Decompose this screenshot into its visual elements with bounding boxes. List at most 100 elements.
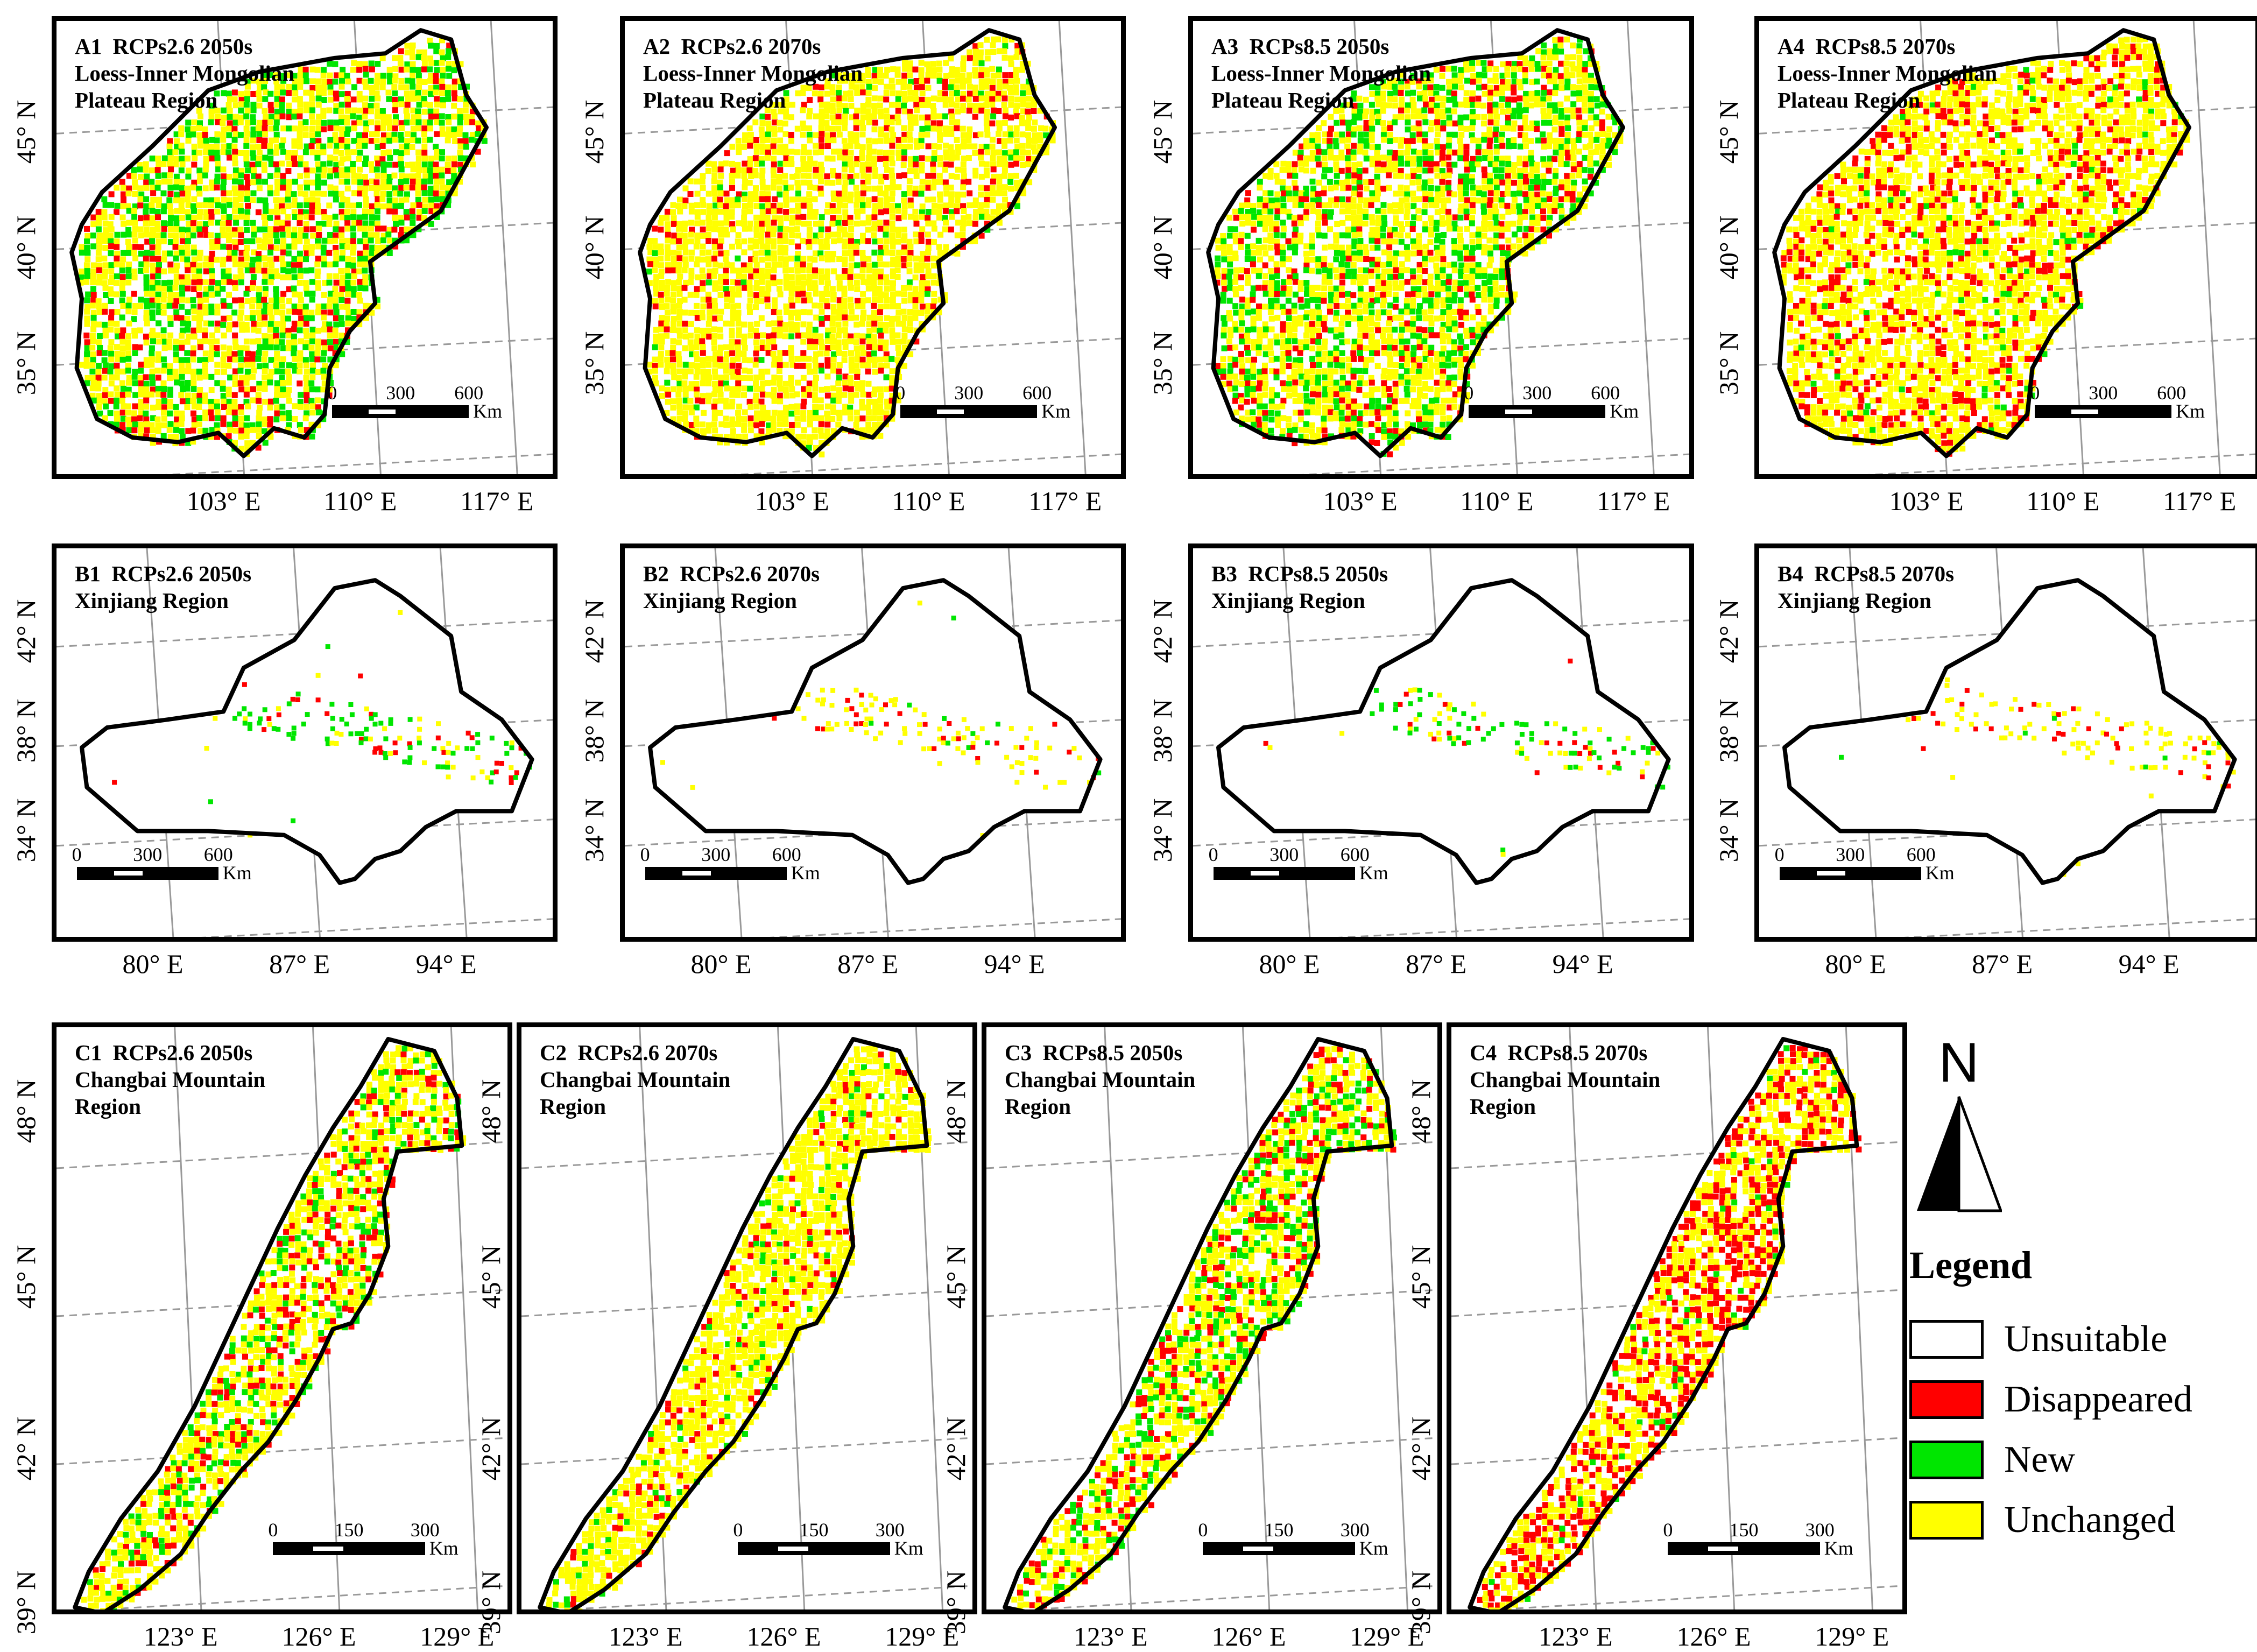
scale-bar: [1203, 1542, 1355, 1555]
scale-bar-unit: Km: [1925, 862, 1955, 884]
scale-tick-label: 0: [327, 382, 337, 404]
legend: Legend Unsuitable Disappeared New Unchan…: [1909, 1243, 2192, 1550]
north-arrow-dark-half-icon: [1917, 1097, 1959, 1211]
scale-bar: [1214, 867, 1355, 880]
longitude-label: 94° E: [1553, 948, 1613, 979]
graticule-line: [1759, 919, 2257, 942]
longitude-label: 87° E: [1972, 948, 2033, 979]
scale-tick-label: 0: [268, 1519, 278, 1541]
scale-bar: [1780, 867, 1921, 880]
graticule-line: [625, 454, 1126, 479]
latitude-label: 38° N: [1713, 698, 1744, 763]
latitude-label: 48° N: [940, 1079, 971, 1143]
scale-tick-label: 0: [1198, 1519, 1208, 1541]
graticule-line: [986, 1437, 1442, 1464]
legend-label: New: [2004, 1438, 2075, 1481]
longitude-label: 80° E: [1825, 948, 1886, 979]
longitude-label: 110° E: [892, 485, 965, 517]
latitude-label: 35° N: [1713, 331, 1744, 396]
scale-tick-label: 300: [1836, 843, 1865, 866]
north-arrow-light-half-icon: [1959, 1097, 2001, 1211]
latitude-label: 42° N: [10, 1417, 41, 1481]
longitude-label: 126° E: [746, 1621, 821, 1652]
latitude-label: 45° N: [10, 1245, 41, 1309]
scale-bar: [645, 867, 787, 880]
longitude-label: 129° E: [1815, 1621, 1889, 1652]
scale-tick-label: 300: [954, 382, 983, 404]
scale-tick-label: 0: [72, 843, 82, 866]
panel-title: C3 RCPs8.5 2050s Changbai Mountain Regio…: [1005, 1039, 1195, 1120]
latitude-label: 34° N: [1713, 798, 1744, 862]
scale-tick-label: 150: [800, 1519, 829, 1541]
scale-tick-label: 150: [1730, 1519, 1759, 1541]
latitude-label: 38° N: [10, 698, 41, 763]
longitude-label: 110° E: [2026, 485, 2099, 517]
scale-tick-label: 0: [733, 1519, 743, 1541]
longitude-label: 110° E: [323, 485, 397, 517]
longitude-label: 103° E: [1323, 485, 1398, 517]
latitude-label: 45° N: [475, 1245, 506, 1309]
legend-item-unsuitable: Unsuitable: [1909, 1309, 2192, 1369]
legend-item-unchanged: Unchanged: [1909, 1490, 2192, 1550]
scale-bar-unit: Km: [1041, 400, 1070, 422]
graticule-line: [625, 919, 1126, 942]
north-arrow: N: [1916, 1033, 2002, 1219]
longitude-label: 87° E: [269, 948, 330, 979]
scale-bar-unit: Km: [894, 1537, 923, 1559]
latitude-label: 40° N: [579, 216, 610, 280]
scale-bar-unit: Km: [473, 400, 502, 422]
scale-bar-unit: Km: [791, 862, 820, 884]
legend-swatch: [1909, 1501, 1984, 1540]
map-frame: A2 RCPs2.6 2070s Loess-Inner Mongolian P…: [620, 16, 1126, 479]
scale-bar: [900, 405, 1037, 418]
latitude-label: 35° N: [10, 331, 41, 396]
panel-title: A3 RCPs8.5 2050s Loess-Inner Mongolian P…: [1211, 33, 1431, 114]
latitude-label: 35° N: [579, 331, 610, 396]
latitude-label: 40° N: [1147, 216, 1178, 280]
scale-bar-unit: Km: [1359, 862, 1388, 884]
scale-bar: [273, 1542, 425, 1555]
graticule-line: [1759, 454, 2257, 479]
scale-bar: [1469, 405, 1605, 418]
latitude-label: 45° N: [579, 100, 610, 164]
legend-label: Unsuitable: [2004, 1318, 2167, 1361]
longitude-label: 103° E: [755, 485, 829, 517]
legend-item-new: New: [1909, 1430, 2192, 1490]
legend-label: Disappeared: [2004, 1378, 2192, 1421]
panel-title: B2 RCPs2.6 2070s Xinjiang Region: [643, 560, 820, 614]
latitude-label: 45° N: [1147, 100, 1178, 164]
longitude-label: 94° E: [2119, 948, 2180, 979]
latitude-label: 42° N: [10, 599, 41, 663]
scale-bar: [332, 405, 469, 418]
map-frame: C1 RCPs2.6 2050s Changbai Mountain Regio…: [52, 1022, 512, 1614]
longitude-label: 80° E: [690, 948, 751, 979]
scale-tick-label: 300: [2089, 382, 2118, 404]
latitude-label: 45° N: [940, 1245, 971, 1309]
legend-item-disappeared: Disappeared: [1909, 1369, 2192, 1430]
scale-tick-label: 0: [1209, 843, 1218, 866]
scale-tick-label: 0: [895, 382, 905, 404]
latitude-label: 42° N: [475, 1417, 506, 1481]
panel-title: A4 RCPs8.5 2070s Loess-Inner Mongolian P…: [1778, 33, 1997, 114]
latitude-label: 38° N: [579, 698, 610, 763]
panel-title: A1 RCPs2.6 2050s Loess-Inner Mongolian P…: [75, 33, 294, 114]
latitude-label: 40° N: [1713, 216, 1744, 280]
scale-bar-unit: Km: [1359, 1537, 1388, 1559]
longitude-label: 110° E: [1460, 485, 1533, 517]
latitude-label: 45° N: [1405, 1245, 1436, 1309]
scale-bar: [77, 867, 218, 880]
longitude-label: 123° E: [1539, 1621, 1613, 1652]
latitude-label: 34° N: [1147, 798, 1178, 862]
longitude-label: 126° E: [1211, 1621, 1286, 1652]
graticule-line: [57, 1437, 512, 1464]
latitude-label: 42° N: [940, 1417, 971, 1481]
latitude-label: 45° N: [10, 100, 41, 164]
latitude-label: 42° N: [579, 599, 610, 663]
scale-bar-unit: Km: [1610, 400, 1639, 422]
north-arrow-label: N: [1938, 1033, 1979, 1094]
scale-bar: [2035, 405, 2171, 418]
legend-swatch: [1909, 1320, 1984, 1359]
latitude-label: 35° N: [1147, 331, 1178, 396]
map-frame: C2 RCPs2.6 2070s Changbai Mountain Regio…: [517, 1022, 977, 1614]
